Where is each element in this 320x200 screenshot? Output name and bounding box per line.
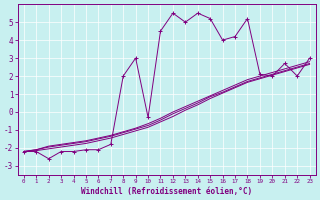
X-axis label: Windchill (Refroidissement éolien,°C): Windchill (Refroidissement éolien,°C) <box>81 187 252 196</box>
